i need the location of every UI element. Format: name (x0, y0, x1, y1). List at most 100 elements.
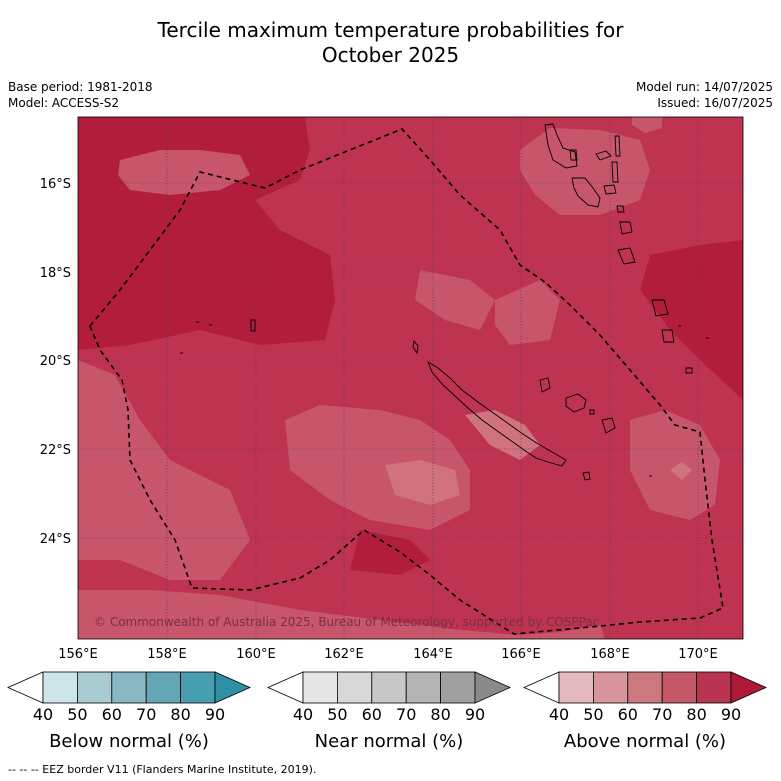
colorbar-below-normal-high-extension (214, 671, 251, 704)
colorbar-above-normal-high-extension (730, 671, 767, 704)
lon-tick-166e: 166°E (501, 647, 541, 662)
colorbar-near-normal-tick: 90 (465, 705, 485, 724)
region-above-70-northwest (118, 150, 250, 195)
region-above-70-northeast (520, 128, 650, 215)
island-tanna (651, 299, 669, 317)
graticule (78, 117, 743, 639)
colorbar-below-normal-tick: 70 (136, 705, 156, 724)
island-belep (412, 339, 419, 355)
colorbar-below-normal-segment (145, 671, 181, 704)
title-line-2: October 2025 (321, 43, 460, 67)
island-espiritu-santo (544, 123, 578, 169)
map-title: Tercile maximum temperature probabilitie… (0, 18, 781, 68)
island-malo (569, 149, 578, 161)
eez-border (89, 128, 724, 635)
colorbar-below-normal-segment (111, 671, 147, 704)
lon-tick-162e: 162°E (324, 647, 364, 662)
colorbar-near-normal-segment (440, 671, 476, 704)
issued-date: Issued: 16/07/2025 (657, 96, 773, 110)
lat-tick-24s: 24°S (40, 532, 71, 547)
island-mare (601, 417, 616, 434)
island-malakula (571, 177, 601, 208)
colorbar-below-normal-tick: 60 (102, 705, 122, 724)
colorbar-above-normal-tick: 60 (618, 705, 638, 724)
colorbar-below-normal-segment (180, 671, 216, 704)
colorbar-above-normal-low-extension (523, 671, 560, 704)
island-chesterfield (250, 319, 256, 332)
colorbar-below-normal-tick: 90 (205, 705, 225, 724)
colorbar-above-normal-tick: 40 (549, 705, 569, 724)
colorbar-near-normal-segment (336, 671, 373, 704)
model-run: Model run: 14/07/2025 (635, 80, 773, 94)
colorbar-above-normal-segment (627, 671, 663, 704)
region-above-60-south (385, 460, 460, 505)
eez-footer-note: -- -- -- EEZ border V11 (Flanders Marine… (8, 763, 317, 776)
colorbar-above-normal-tick: 70 (652, 705, 672, 724)
colorbar-above-normal-segment (593, 671, 629, 704)
colorbar-near-normal-tick: 50 (327, 705, 347, 724)
lon-tick-164e: 164°E (413, 647, 453, 662)
colorbar-below-normal-tick: 80 (170, 705, 190, 724)
colorbar-near-normal-segment (405, 671, 442, 704)
meta-left: Base period: 1981-2018 Model: ACCESS-S2 (8, 79, 153, 111)
island-epi (616, 205, 625, 213)
model-name: Model: ACCESS-S2 (8, 96, 120, 110)
map-frame (77, 116, 744, 640)
colorbar-above-normal-tick: 50 (583, 705, 603, 724)
colorbar-near-normal-tick: 80 (430, 705, 450, 724)
lon-tick-160e: 160°E (236, 647, 276, 662)
colorbar-near-normal-high-extension (474, 671, 511, 704)
region-above-70-central (415, 270, 495, 330)
island-ouvea (539, 377, 551, 393)
island-ambrym (603, 184, 617, 195)
island-tiga (589, 409, 595, 415)
island-aneityum (661, 329, 675, 343)
base-period: Base period: 1981-2018 (8, 80, 153, 94)
colorbars: 40 50 60 70 80 90 Below normal (%) 40 50 60 70 80 90… (7, 671, 767, 752)
island-erromango (617, 247, 636, 265)
region-above-60-east (670, 462, 692, 480)
colorbar-near-normal-tick: 70 (396, 705, 416, 724)
copyright-notice: © Commonwealth of Australia 2025, Bureau… (94, 615, 599, 629)
island-pines (582, 471, 591, 481)
colorbar-near-normal-segment (302, 671, 338, 704)
colorbar-below-normal-segment (42, 671, 78, 704)
meta-right: Model run: 14/07/2025 Issued: 16/07/2025 (636, 79, 773, 111)
lon-tick-168e: 168°E (590, 647, 630, 662)
colorbar-near-normal-segment (371, 671, 407, 704)
colorbar-above-normal-tick: 80 (686, 705, 706, 724)
island-lifou (565, 393, 587, 413)
title-line-1: Tercile maximum temperature probabilitie… (157, 18, 624, 42)
lat-tick-20s: 20°S (40, 354, 71, 369)
lon-tick-156e: 156°E (58, 647, 98, 662)
coastlines (180, 123, 709, 481)
colorbar-below-normal-title: Below normal (%) (49, 731, 209, 752)
colorbar-near-normal-title: Near normal (%) (315, 731, 464, 752)
colorbar-near-normal-tick: 40 (293, 705, 313, 724)
lat-tick-labels: 16°S 18°S 20°S 22°S 24°S (40, 177, 71, 547)
colorbar-below-normal-segment (77, 671, 113, 704)
lat-tick-18s: 18°S (40, 266, 71, 281)
island-maewo (614, 135, 621, 157)
island-pentecost (611, 161, 619, 183)
colorbar-above-normal-tick: 90 (721, 705, 741, 724)
lon-tick-170e: 170°E (678, 647, 718, 662)
colorbar-above-normal-title: Above normal (%) (564, 731, 726, 752)
region-above-70-southeast (630, 410, 720, 520)
lon-tick-158e: 158°E (147, 647, 187, 662)
lat-tick-16s: 16°S (40, 177, 71, 192)
region-above-90-south (350, 530, 430, 575)
lon-tick-labels: 156°E 158°E 160°E 162°E 164°E 166°E 168°… (58, 647, 718, 662)
colorbar-above-normal-segment (558, 671, 594, 704)
region-above-70-center-east (495, 280, 560, 345)
colorbar-below-normal-tick: 40 (33, 705, 53, 724)
region-above-70-northeast-corner (632, 117, 662, 133)
colorbar-near-normal-low-extension (267, 671, 304, 704)
region-above-70-bottom (78, 590, 605, 639)
colorbar-above-normal: 40 50 60 70 80 90 Above normal (%) (523, 671, 767, 752)
island-ambae (595, 150, 612, 161)
region-above-70-southwest (78, 360, 250, 580)
colorbar-below-normal-tick: 50 (67, 705, 87, 724)
